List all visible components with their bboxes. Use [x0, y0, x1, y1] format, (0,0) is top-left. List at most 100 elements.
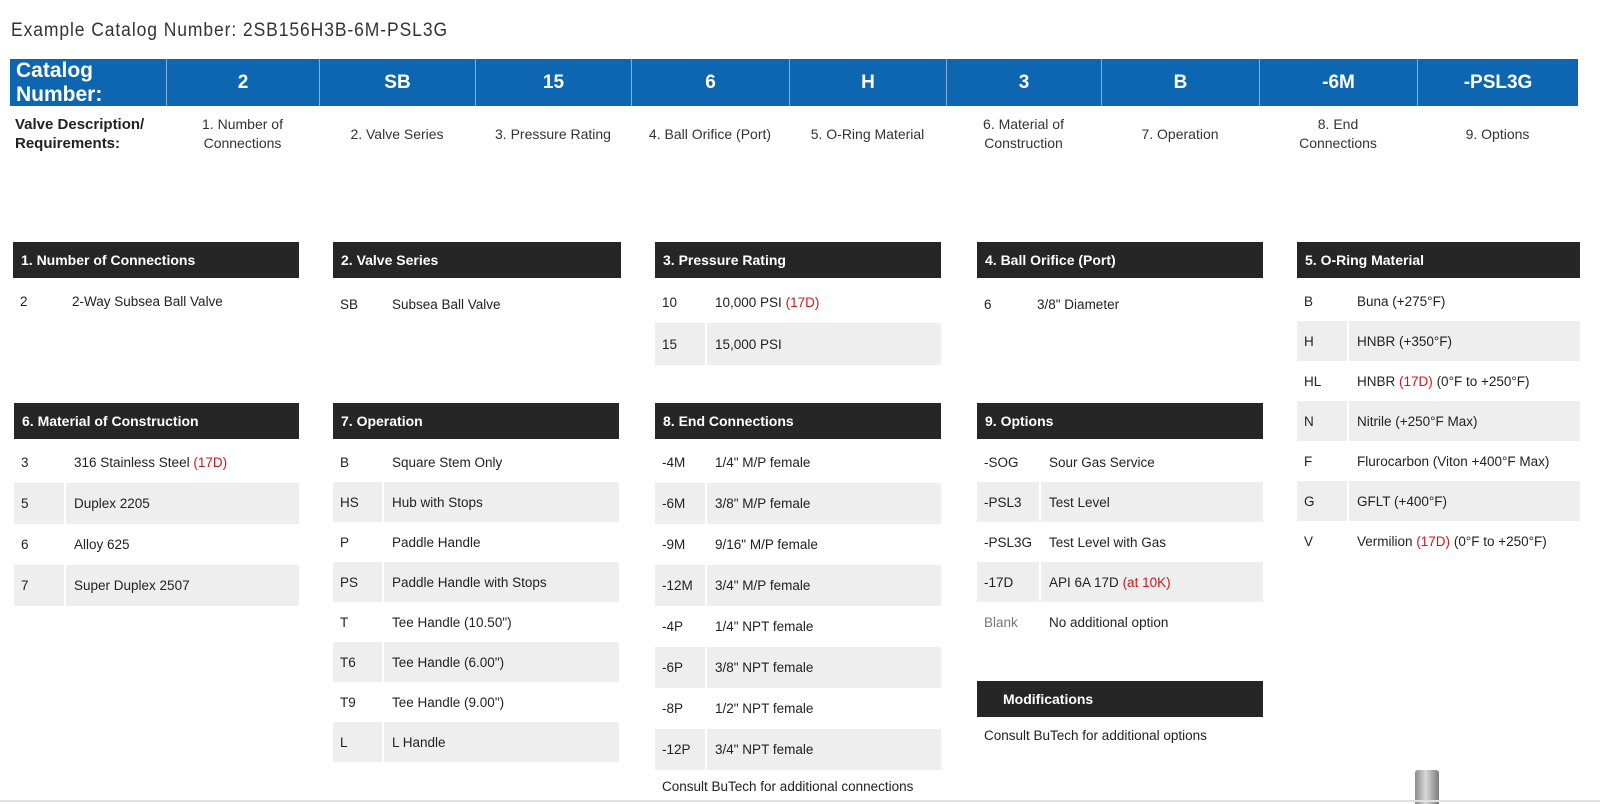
option-code: 3 — [21, 455, 29, 470]
option-description: Test Level — [1041, 495, 1263, 510]
option-description-text: Tee Handle (10.50") — [392, 614, 512, 630]
option-description-text: Super Duplex 2507 — [74, 578, 190, 593]
option-row: Blank No additional option — [977, 602, 1263, 642]
options-header: 9. Options — [977, 403, 1263, 439]
option-description-text: Hub with Stops — [392, 494, 483, 510]
option-row: -9M 9/16" M/P female — [655, 524, 941, 565]
catalog-code-connections: 2 — [166, 59, 319, 106]
desc-text: 4. Ball Orifice (Port) — [648, 125, 772, 142]
option-description-text: 3/8" M/P female — [715, 496, 811, 511]
option-code: -6P — [655, 647, 707, 688]
panel-options: 9. Options -SOG Sour Gas Service -PSL3 Test … — [977, 403, 1263, 642]
option-description: Tee Handle (6.00") — [384, 655, 619, 670]
option-row: B Square Stem Only — [333, 442, 619, 482]
option-description: Test Level with Gas — [1041, 535, 1263, 550]
option-description: Square Stem Only — [384, 455, 619, 470]
option-description-text: GFLT (+400°F) — [1357, 493, 1448, 509]
desc-text: Construction — [984, 135, 1063, 151]
desc-text: 9. Options — [1465, 125, 1530, 142]
option-code: L — [333, 722, 384, 762]
option-row: -12M 3/4" M/P female — [655, 565, 941, 606]
option-description-text: 2-Way Subsea Ball Valve — [72, 293, 223, 309]
desc-orifice: 4. Ball Orifice (Port) — [631, 110, 789, 158]
option-row: 6 Alloy 625 — [14, 524, 299, 565]
option-code: -PSL3 — [977, 482, 1041, 522]
option-description: 3/8" Diameter — [1029, 297, 1263, 312]
option-description-text: HNBR (+350°F) — [1357, 333, 1453, 349]
option-code: 6 — [21, 537, 29, 552]
option-row: -12P 3/4" NPT female — [655, 729, 941, 770]
option-description: 15,000 PSI — [707, 337, 941, 352]
option-row: N Nitrile (+250°F Max) — [1297, 401, 1580, 441]
option-code: -12P — [655, 729, 707, 770]
option-description-text: 3/8" Diameter — [1037, 296, 1120, 312]
option-row: -4P 1/4" NPT female — [655, 606, 941, 647]
desc-text: 6. Material of — [983, 116, 1064, 132]
option-code: B — [340, 454, 350, 470]
option-description-text: 3/8" NPT female — [715, 660, 814, 675]
option-description-text: 15,000 PSI — [715, 336, 782, 352]
option-description-text: L Handle — [392, 734, 446, 750]
option-description-text: 1/4" NPT female — [715, 619, 814, 634]
catalog-number-label: Catalog Number: — [16, 58, 103, 106]
option-description: API 6A 17D (at 10K) — [1041, 575, 1263, 590]
option-description: Vermilion (17D) (0°F to +250°F) — [1349, 534, 1580, 549]
option-description-text: HNBR — [1357, 373, 1396, 389]
option-code: -4P — [662, 619, 684, 634]
catalog-code-orifice: 6 — [631, 59, 789, 106]
option-description: Tee Handle (10.50") — [384, 615, 619, 630]
option-code: 15 — [655, 323, 707, 365]
option-note-red: (at 10K) — [1122, 574, 1171, 590]
option-description: 1/2" NPT female — [707, 701, 941, 716]
option-description-text: API 6A 17D — [1049, 574, 1119, 590]
option-description-text: Tee Handle (6.00") — [392, 654, 505, 670]
option-code: V — [1304, 533, 1314, 549]
pressure-header: 3. Pressure Rating — [655, 242, 941, 278]
option-row: P Paddle Handle — [333, 522, 619, 562]
option-row: 3 316 Stainless Steel (17D) — [14, 442, 299, 483]
desc-pressure: 3. Pressure Rating — [475, 110, 631, 158]
panel-modifications: Modifications Consult BuTech for additio… — [977, 681, 1263, 743]
option-code: G — [1297, 481, 1349, 521]
option-note-red: (17D) — [1399, 373, 1433, 389]
option-row: PS Paddle Handle with Stops — [333, 562, 619, 602]
valve-description-row: Valve Description/Requirements: 1. Numbe… — [10, 110, 1578, 158]
desc-text: 3. Pressure Rating — [495, 125, 611, 142]
catalog-code-oring: H — [789, 59, 946, 106]
option-description: Alloy 625 — [66, 537, 299, 552]
option-description: 1/4" M/P female — [707, 455, 941, 470]
option-description-text: Buna (+275°F) — [1357, 293, 1446, 309]
option-description: Paddle Handle — [384, 535, 619, 550]
option-row: -8P 1/2" NPT female — [655, 688, 941, 729]
desc-text: 2. Valve Series — [350, 125, 444, 142]
option-description-text: Vermilion — [1357, 533, 1413, 549]
oring-header: 5. O-Ring Material — [1297, 242, 1580, 278]
panel-pressure-rating: 3. Pressure Rating 10 10,000 PSI (17D) 15 15… — [655, 242, 941, 365]
desc-text: Connections — [1299, 135, 1377, 151]
option-row: -PSL3 Test Level — [977, 482, 1263, 522]
orifice-header: 4. Ball Orifice (Port) — [977, 242, 1263, 278]
panel-oring-material: 5. O-Ring Material B Buna (+275°F) H HNBR (+… — [1297, 242, 1580, 561]
option-description-text: 3/4" NPT female — [715, 742, 814, 757]
option-description-text: 1/2" NPT female — [715, 701, 814, 716]
option-code: H — [1297, 321, 1349, 361]
catalog-code-pressure: 15 — [475, 59, 631, 106]
option-code: 5 — [14, 483, 66, 524]
option-description-text: 1/4" M/P female — [715, 455, 811, 470]
bottom-divider — [0, 800, 1600, 802]
option-description-text: Square Stem Only — [392, 454, 503, 470]
option-code: F — [1304, 453, 1313, 469]
desc-label-line1: Valve Description/ — [15, 116, 145, 133]
catalog-number-bar: Catalog Number: 2 SB 15 6 H 3 B -6M -PSL… — [10, 59, 1578, 106]
option-code: N — [1297, 401, 1349, 441]
option-description-text: 3/4" M/P female — [715, 578, 811, 593]
option-row: T Tee Handle (10.50") — [333, 602, 619, 642]
option-description: Buna (+275°F) — [1349, 294, 1580, 309]
option-code: -8P — [662, 701, 684, 716]
option-description: 3/8" NPT female — [707, 660, 941, 675]
option-row: G GFLT (+400°F) — [1297, 481, 1580, 521]
option-description-text: Subsea Ball Valve — [392, 296, 501, 312]
option-description-text: Paddle Handle with Stops — [392, 574, 547, 590]
option-description: 2-Way Subsea Ball Valve — [64, 294, 299, 309]
option-code: PS — [333, 562, 384, 602]
